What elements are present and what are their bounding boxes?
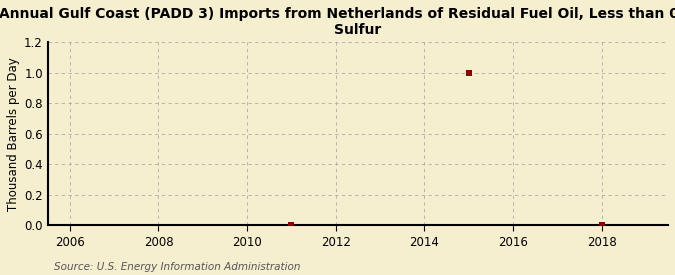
Y-axis label: Thousand Barrels per Day: Thousand Barrels per Day [7,57,20,211]
Title: Annual Gulf Coast (PADD 3) Imports from Netherlands of Residual Fuel Oil, Less t: Annual Gulf Coast (PADD 3) Imports from … [0,7,675,37]
Point [286,223,297,228]
Text: Source: U.S. Energy Information Administration: Source: U.S. Energy Information Administ… [54,262,300,272]
Point [596,223,607,228]
Point [463,71,474,75]
